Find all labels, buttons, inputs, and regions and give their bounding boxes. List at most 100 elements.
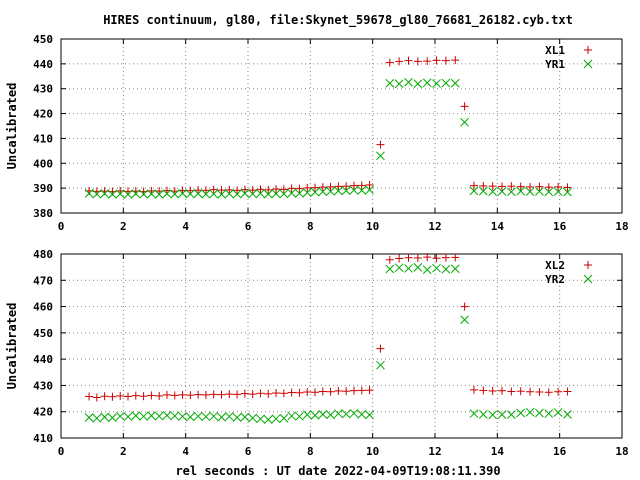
y-tick-label: 390 (33, 182, 53, 195)
data-point (554, 387, 563, 396)
data-point (460, 102, 469, 111)
data-point (554, 182, 563, 191)
data-point (516, 182, 525, 191)
data-point (535, 388, 544, 396)
data-point (318, 183, 327, 192)
series-YR1 (84, 77, 572, 199)
data-point (209, 390, 218, 399)
y-tick-label: 430 (33, 83, 53, 96)
data-point (147, 411, 156, 421)
x-tick-label: 12 (428, 220, 441, 233)
data-point (201, 390, 210, 399)
data-point (553, 408, 563, 417)
data-point (209, 189, 219, 199)
data-point (147, 189, 156, 199)
plot-frame (60, 38, 623, 214)
data-point (256, 189, 265, 198)
data-point (413, 57, 422, 66)
data-point (318, 387, 327, 396)
data-point (302, 410, 312, 419)
data-point (535, 187, 544, 196)
x-tick-label: 4 (182, 220, 189, 233)
data-point (279, 189, 289, 199)
data-point (92, 393, 101, 402)
x-tick-label: 10 (366, 445, 379, 458)
data-point (479, 181, 488, 190)
x-tick-label: 14 (491, 220, 505, 233)
data-point (310, 411, 320, 420)
data-point (194, 390, 203, 399)
data-point (233, 390, 242, 399)
data-point (357, 386, 366, 395)
data-point (553, 187, 563, 196)
data-point (376, 151, 385, 161)
data-point (295, 184, 304, 193)
data-point (302, 188, 312, 197)
data-point (84, 413, 94, 422)
data-point (263, 189, 273, 199)
data-point (248, 189, 258, 199)
data-point (478, 409, 488, 419)
data-point (441, 264, 451, 274)
data-point (342, 182, 351, 191)
y-tick-label: 420 (33, 406, 53, 419)
data-point (497, 187, 507, 196)
data-point (303, 388, 312, 396)
data-point (516, 186, 526, 196)
legend-label: XL1 (545, 44, 565, 57)
y-tick-label: 380 (33, 207, 53, 220)
data-point (170, 411, 180, 421)
data-point (525, 187, 535, 196)
data-point (84, 189, 94, 198)
data-point (311, 183, 320, 192)
legend-label: YR1 (545, 58, 565, 71)
data-point (185, 189, 195, 199)
data-point (279, 185, 288, 194)
data-point (376, 360, 385, 370)
data-point (271, 189, 281, 198)
x-tick-label: 8 (307, 220, 314, 233)
data-point (334, 409, 343, 418)
x-tick-label: 0 (58, 220, 65, 233)
data-point (263, 415, 273, 424)
data-point (240, 389, 249, 398)
data-point (450, 78, 460, 88)
data-point (131, 411, 141, 421)
data-point (256, 185, 265, 194)
data-point (357, 186, 367, 195)
data-point (256, 414, 265, 424)
data-point (478, 186, 488, 196)
x-tick-label: 18 (615, 445, 628, 458)
data-point (488, 182, 497, 191)
data-point (563, 409, 572, 419)
data-point (544, 409, 554, 418)
data-point (115, 189, 125, 199)
data-point (526, 182, 535, 191)
data-point (385, 78, 395, 88)
data-point (240, 412, 250, 422)
data-point (162, 189, 172, 198)
data-point (376, 344, 385, 353)
data-point (209, 185, 218, 194)
x-tick-label: 2 (120, 445, 127, 458)
data-point (287, 411, 296, 421)
data-point (225, 390, 234, 399)
data-point (349, 386, 358, 395)
data-point (535, 182, 544, 191)
data-point (326, 410, 335, 420)
data-point (507, 182, 516, 191)
data-point (404, 253, 413, 262)
data-point (279, 389, 288, 398)
data-point (441, 56, 450, 65)
x-tick-label: 10 (366, 220, 379, 233)
data-point (469, 181, 478, 190)
data-point (469, 186, 479, 196)
data-point (318, 187, 328, 196)
y-tick-label: 410 (33, 132, 53, 145)
data-point (264, 389, 273, 398)
y-axis-label: Uncalibrated (5, 303, 19, 390)
y-tick-label: 440 (33, 353, 53, 366)
data-point (224, 412, 234, 421)
x-tick-label: 6 (245, 445, 252, 458)
